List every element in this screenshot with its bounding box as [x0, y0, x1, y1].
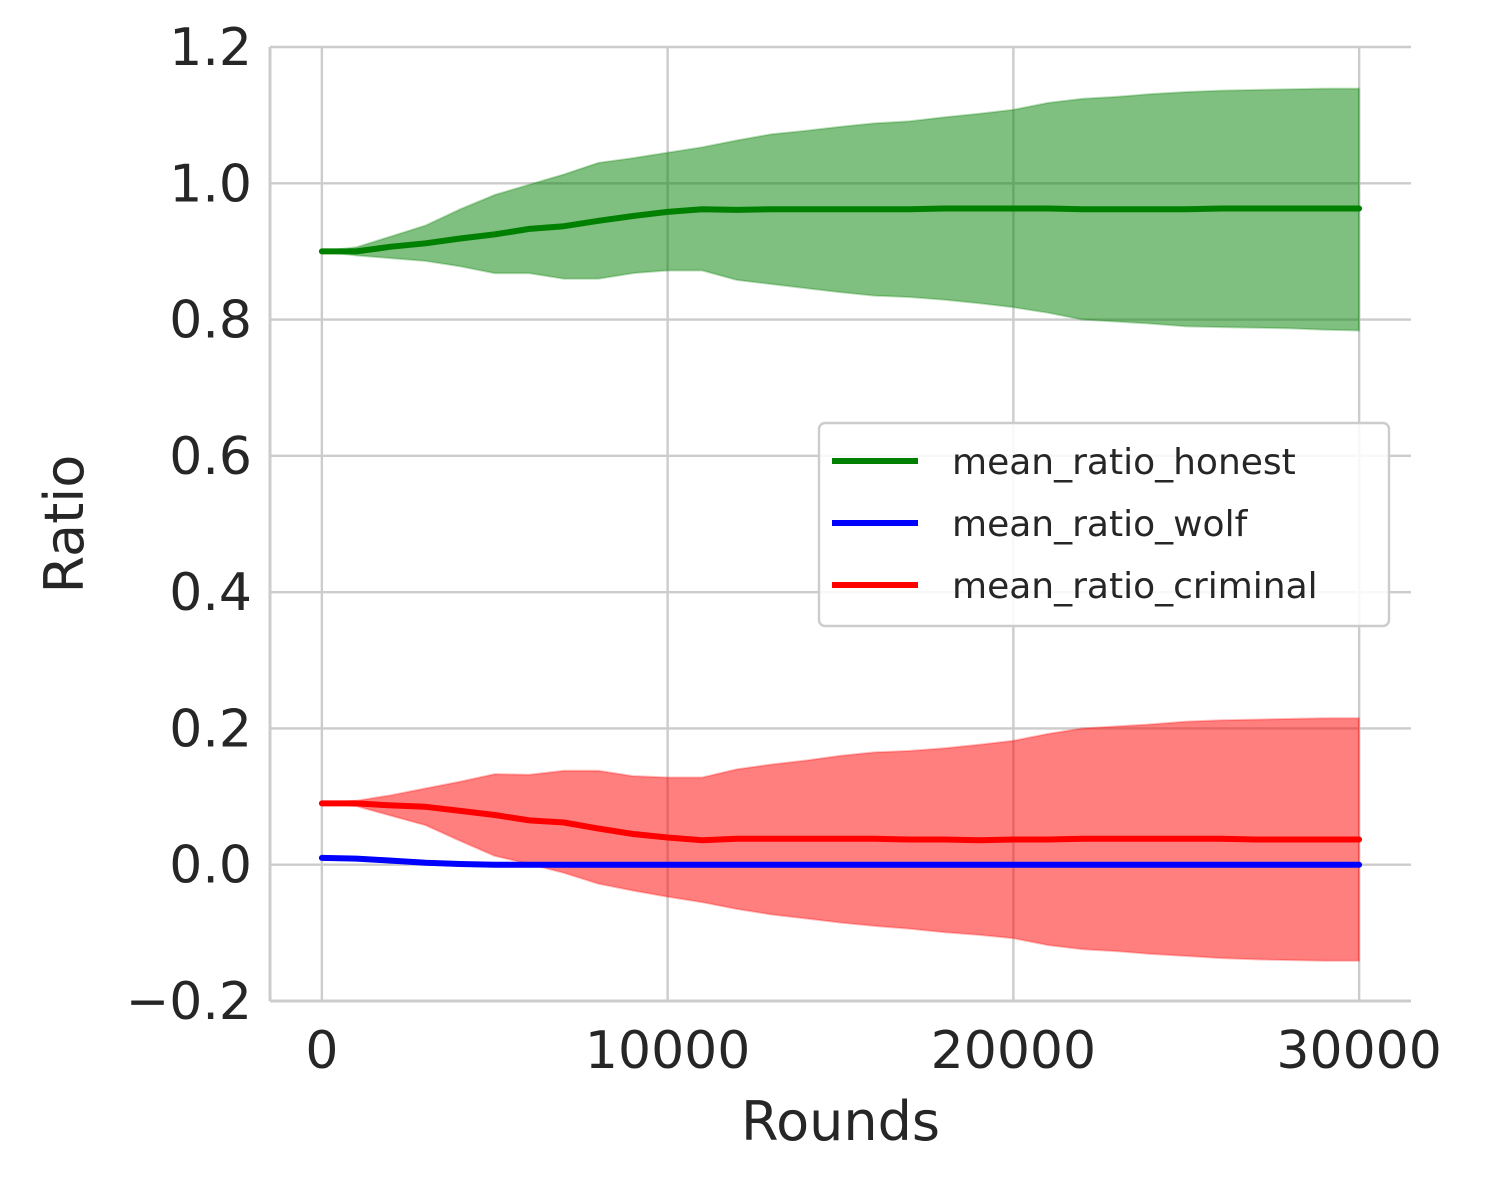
x-tick-label-3: 30000 [1276, 1021, 1441, 1081]
y-tick-label-3: 0.4 [169, 563, 252, 623]
series-lines [318, 205, 1363, 868]
y-tick-label-4: 0.6 [169, 427, 252, 487]
y-tick-label-7: 1.2 [169, 18, 252, 78]
tick-labels: 0 10000 20000 30000 −0.2 0.0 0.2 0.4 0.6 0.8 1.0 1.… [126, 18, 1442, 1081]
x-axis-label: Rounds [741, 1090, 940, 1153]
legend-label-mean_ratio_criminal: mean_ratio_criminal [952, 566, 1318, 607]
line-mean_ratio_honest [318, 205, 1363, 255]
legend-label-mean_ratio_wolf: mean_ratio_wolf [952, 504, 1249, 545]
legend-label-mean_ratio_honest: mean_ratio_honest [952, 442, 1296, 483]
y-axis-label: Ratio [33, 455, 96, 594]
y-tick-label-6: 1.0 [169, 154, 252, 214]
line-mean_ratio_criminal [318, 800, 1363, 844]
line-mean_ratio_wolf [318, 854, 1363, 868]
y-tick-label-1: 0.0 [169, 836, 252, 896]
y-tick-label-2: 0.2 [169, 699, 252, 759]
legend: mean_ratio_honest mean_ratio_wolf mean_rat… [817, 421, 1391, 628]
y-tick-label-0: −0.2 [126, 972, 252, 1032]
x-tick-label-1: 10000 [585, 1021, 750, 1081]
x-tick-label-2: 20000 [931, 1021, 1096, 1081]
legend-box [817, 421, 1391, 628]
x-tick-label-0: 0 [305, 1021, 338, 1081]
y-tick-label-5: 0.8 [169, 291, 252, 351]
axes [268, 47, 1411, 1003]
